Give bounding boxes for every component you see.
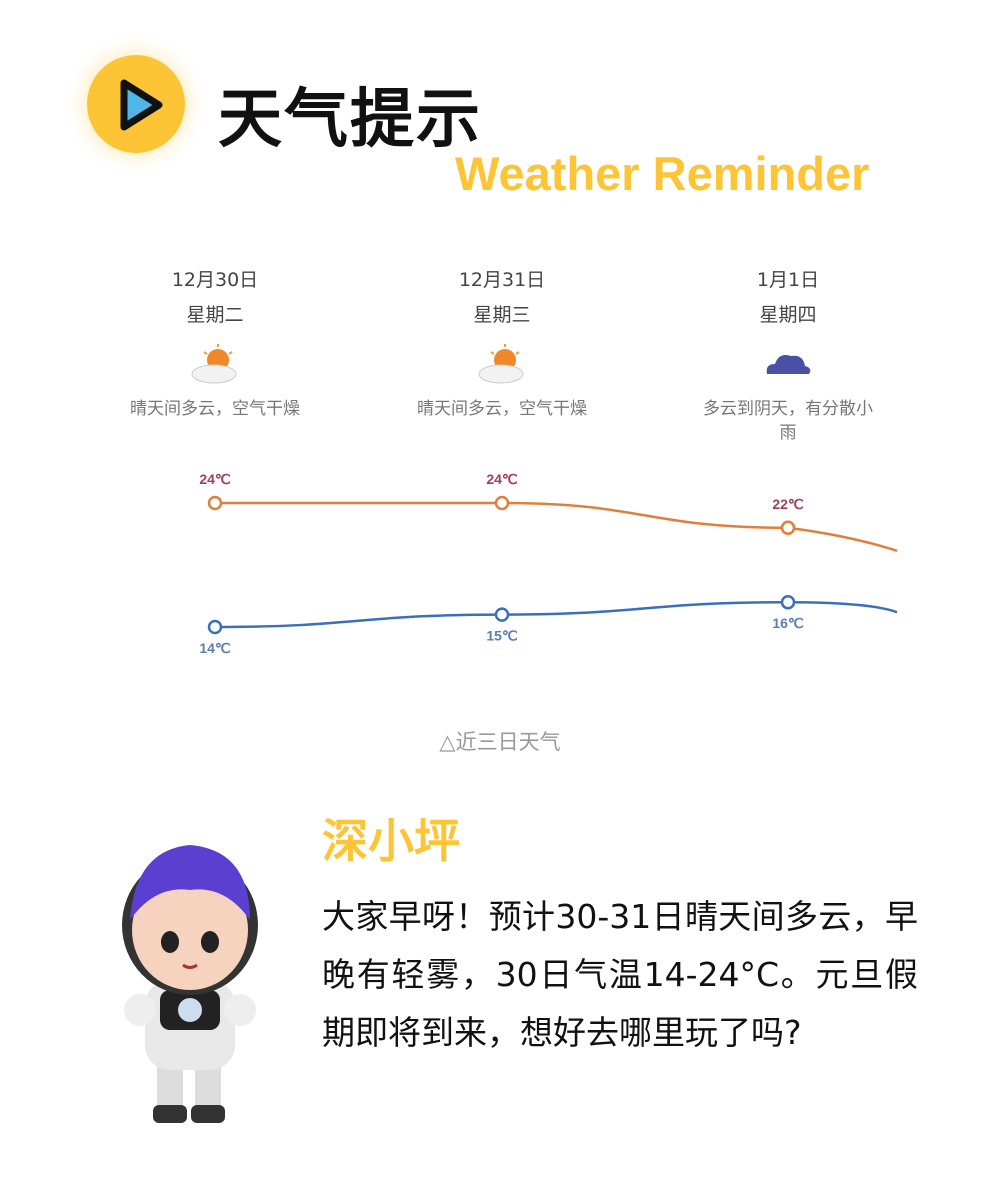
data-point <box>207 495 223 511</box>
day-weekday: 星期四 <box>759 304 817 326</box>
data-point <box>780 594 796 610</box>
data-point <box>780 520 796 536</box>
data-label: 24℃ <box>486 471 518 487</box>
day-description: 晴天间多云，空气干燥 <box>417 399 587 419</box>
chart-caption: △近三日天气 <box>439 730 561 754</box>
data-point <box>494 607 510 622</box>
page-subtitle: Weather Reminder <box>455 147 870 200</box>
cloud-icon <box>678 339 898 389</box>
sun-cloud-icon <box>392 339 612 389</box>
day-date: 1月1日 <box>756 269 820 291</box>
day-forecast: 12月31日 星期三 晴天间多云，空气干燥 <box>392 265 612 421</box>
logo-play-icon <box>87 55 185 153</box>
message-text: 大家早呀！预计30-31日晴天间多云，早晚有轻雾，30日气温14-24°C。元旦… <box>322 897 918 1052</box>
page-title: 天气提示 <box>218 83 482 157</box>
temperature-chart: 24℃ 24℃ 22℃ 14℃ 15℃ 16℃ <box>199 471 898 656</box>
day-description: 多云到阴天，有分散小雨 <box>703 399 873 443</box>
data-label: 14℃ <box>199 640 231 656</box>
day-description: 晴天间多云，空气干燥 <box>130 399 300 419</box>
data-point <box>494 495 510 511</box>
day-weekday: 星期三 <box>473 304 531 326</box>
data-label: 22℃ <box>772 496 804 512</box>
series-line <box>214 600 898 629</box>
sun-cloud-icon <box>105 339 325 389</box>
mascot-avatar <box>105 830 275 1134</box>
series-line <box>215 501 898 552</box>
day-weekday: 星期二 <box>186 304 244 326</box>
data-label: 15℃ <box>486 628 518 644</box>
mascot-name: 深小坪 <box>322 814 460 868</box>
day-forecast: 1月1日 星期四 多云到阴天，有分散小雨 <box>678 265 898 445</box>
data-point <box>207 619 223 635</box>
day-date: 12月30日 <box>171 269 259 291</box>
data-label: 16℃ <box>772 615 804 631</box>
data-label: 24℃ <box>199 471 231 487</box>
day-date: 12月31日 <box>458 269 546 291</box>
day-forecast: 12月30日 星期二 晴天间多云，空气干燥 <box>105 265 325 421</box>
